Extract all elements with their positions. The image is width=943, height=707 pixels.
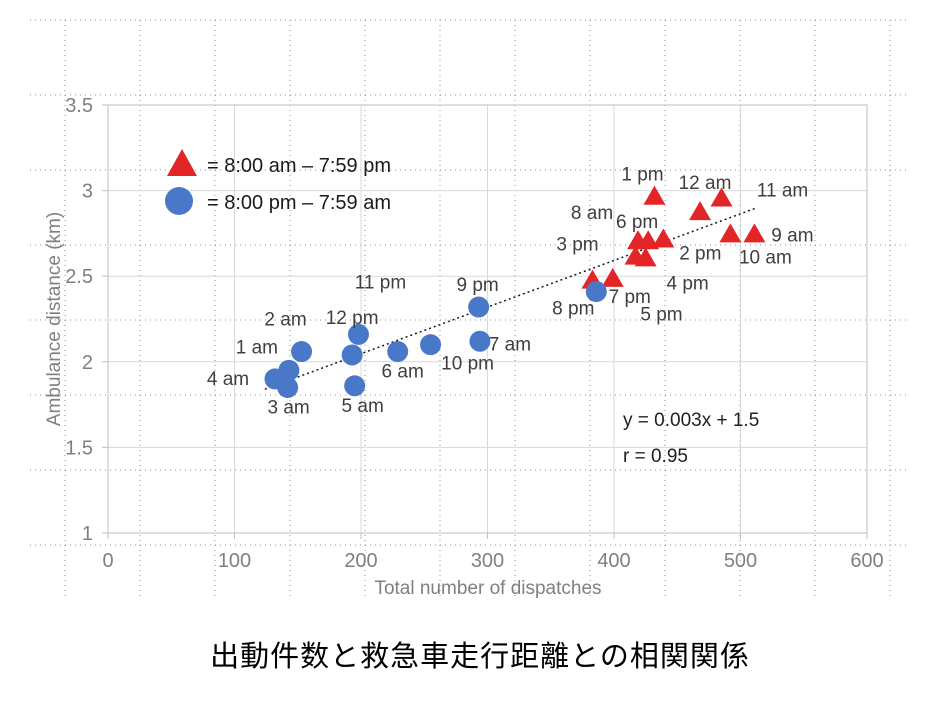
y-tick-label-3.5: 3.5 (65, 95, 93, 117)
data-point-8-pm (585, 281, 607, 303)
data-point-6-am (387, 341, 409, 363)
x-tick-label-100: 100 (218, 550, 251, 572)
x-tick-label-600: 600 (850, 550, 883, 572)
data-point-12-am (689, 201, 712, 221)
point-label-4-am: 4 am (207, 369, 249, 390)
x-axis-title: Total number of dispatches (374, 578, 601, 599)
point-label-10-pm: 10 pm (441, 354, 494, 375)
legend-label-night: = 8:00 pm – 7:59 am (207, 192, 391, 214)
legend-triangle-icon (167, 149, 197, 176)
axis-ticks (102, 104, 868, 539)
data-point-10-am (719, 223, 742, 243)
r-value-label: r = 0.95 (623, 446, 688, 467)
data-point-11-pm (347, 323, 369, 345)
point-label-9-pm: 9 pm (457, 275, 499, 296)
point-label-3-pm: 3 pm (556, 235, 598, 256)
data-point-4-am (264, 368, 286, 390)
plot-gridlines (108, 105, 867, 533)
point-label-3-am: 3 am (268, 397, 310, 418)
data-points (264, 185, 766, 398)
y-tick-label-2.5: 2.5 (65, 266, 93, 288)
data-point-5-am (344, 375, 366, 397)
x-tick-label-200: 200 (344, 550, 377, 572)
point-label-5-pm: 5 pm (640, 305, 682, 326)
data-point-7-am (469, 330, 491, 352)
data-point-11-am (710, 187, 733, 207)
equation-label: y = 0.003x + 1.5 (623, 410, 759, 431)
x-tick-label-500: 500 (724, 550, 757, 572)
point-label-9-am: 9 am (771, 225, 813, 246)
point-label-10-am: 10 am (739, 247, 792, 268)
legend: = 8:00 am – 7:59 pm = 8:00 pm – 7:59 am (165, 149, 391, 215)
point-label-4-pm: 4 pm (667, 273, 709, 294)
data-point-12-pm (341, 344, 363, 366)
x-tick-label-0: 0 (102, 550, 113, 572)
y-tick-label-1: 1 (82, 523, 93, 545)
y-tick-label-1.5: 1.5 (65, 437, 93, 459)
data-point-10-pm (420, 334, 442, 356)
point-label-8-am: 8 am (571, 203, 613, 224)
point-label-12-am: 12 am (679, 173, 732, 194)
point-label-7-am: 7 am (489, 334, 531, 355)
data-point-9-am (743, 223, 766, 243)
data-point-9-pm (468, 296, 490, 318)
point-label-2-am: 2 am (264, 310, 306, 331)
point-label-11-am: 11 am (757, 180, 808, 201)
data-point-6-pm (637, 230, 660, 250)
chart-title-japanese: 出動件数と救急車走行距離との相関関係 (210, 640, 750, 673)
point-label-2-pm: 2 pm (679, 244, 721, 265)
point-label-1-pm: 1 pm (621, 165, 663, 186)
data-point-2-am (291, 341, 313, 363)
x-tick-label-300: 300 (471, 550, 504, 572)
legend-label-day: = 8:00 am – 7:59 pm (207, 155, 391, 177)
data-point-1-pm (643, 185, 666, 205)
legend-circle-icon (165, 187, 193, 215)
point-label-6-am: 6 am (382, 362, 424, 383)
data-point-7-pm (601, 267, 624, 287)
data-point-2-pm (652, 228, 675, 248)
point-label-8-pm: 8 pm (552, 299, 594, 320)
y-axis-title: Ambulance distance (km) (44, 212, 65, 426)
point-label-6-pm: 6 pm (616, 212, 658, 233)
point-label-1-am: 1 am (236, 337, 278, 358)
point-label-12-pm: 12 pm (326, 308, 379, 329)
x-tick-label-400: 400 (597, 550, 630, 572)
point-label-7-pm: 7 pm (609, 287, 651, 308)
point-label-11-pm: 11 pm (355, 272, 406, 293)
y-tick-label-2: 2 (82, 352, 93, 374)
y-tick-label-3: 3 (82, 181, 93, 203)
data-point-4-pm (634, 247, 657, 267)
point-label-5-am: 5 am (342, 396, 384, 417)
